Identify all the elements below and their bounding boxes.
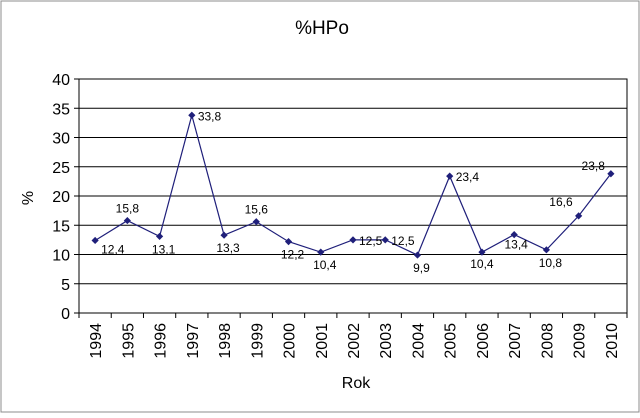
x-tick-label: 1997 (185, 323, 202, 359)
data-point (542, 246, 551, 254)
chart-title: %HPo (295, 18, 349, 39)
x-tick-label: 2003 (378, 323, 395, 359)
data-point (575, 212, 583, 220)
data-point (349, 236, 357, 244)
x-tick-label: 2008 (539, 323, 556, 359)
y-tick-label: 30 (52, 131, 70, 148)
data-label: 33,8 (198, 109, 222, 123)
data-label: 23,4 (456, 170, 480, 184)
data-label: 16,6 (549, 195, 573, 209)
x-tick-label: 2001 (314, 323, 331, 359)
y-tick-label: 0 (61, 306, 70, 323)
data-point (413, 251, 422, 259)
data-label: 23,8 (582, 159, 606, 173)
data-point (252, 218, 260, 226)
x-tick-label: 2007 (507, 323, 524, 359)
y-tick-label: 10 (52, 248, 70, 265)
data-point (446, 172, 454, 180)
data-label: 9,9 (413, 261, 430, 275)
x-tick-label: 2000 (282, 323, 299, 359)
data-label: 15,8 (116, 202, 140, 216)
data-point (317, 248, 325, 256)
y-axis-label: % (20, 191, 37, 205)
x-tick-label: 2002 (346, 323, 363, 359)
data-label: 12,2 (281, 248, 305, 262)
y-tick-label: 20 (52, 189, 70, 206)
y-tick-label: 40 (52, 72, 70, 89)
data-label: 15,6 (245, 203, 269, 217)
x-tick-label: 2004 (410, 323, 427, 359)
data-point (284, 238, 293, 246)
data-point (478, 248, 486, 256)
x-tick-label: 2010 (604, 323, 621, 359)
x-tick-label: 2005 (443, 323, 460, 359)
x-tick-label: 1995 (120, 323, 137, 359)
data-point (188, 111, 196, 119)
data-point (155, 232, 164, 240)
y-tick-label: 15 (52, 218, 70, 235)
y-tick-label: 25 (52, 160, 70, 177)
data-point (381, 236, 389, 244)
data-label: 13,4 (504, 238, 528, 252)
x-tick-labels: 1994 1995 1996 1997 1998 1999 2000 2001 2002 2003… (88, 323, 621, 359)
x-tick-label: 1998 (217, 323, 234, 359)
x-axis-label: Rok (342, 375, 371, 392)
data-label: 10,4 (470, 257, 494, 271)
data-points (91, 111, 615, 259)
data-point (607, 170, 615, 178)
y-tick-labels: 0 5 10 15 20 25 30 35 40 (52, 72, 70, 323)
data-point (510, 231, 518, 239)
data-point (220, 231, 228, 239)
x-tick-label: 2006 (475, 323, 492, 359)
y-tick-label: 35 (52, 101, 70, 118)
data-point (91, 236, 99, 245)
data-labels: 12,4 15,8 13,1 33,8 13,3 15,6 12,2 10,4 12,5 12,5… (101, 109, 605, 275)
data-label: 10,4 (313, 258, 337, 272)
data-label: 12,5 (391, 234, 415, 248)
x-tick-label: 1999 (249, 323, 266, 359)
data-label: 13,1 (152, 242, 176, 256)
data-label: 10,8 (539, 256, 563, 270)
data-label: 12,4 (101, 242, 125, 256)
x-tick-label: 2009 (572, 323, 589, 359)
x-tick-label: 1994 (88, 323, 105, 359)
data-point (123, 216, 131, 225)
plot-area (78, 78, 628, 314)
x-tick-label: 1996 (153, 323, 170, 359)
data-label: 12,5 (359, 234, 383, 248)
y-tick-label: 5 (61, 277, 70, 294)
data-label: 13,3 (216, 241, 240, 255)
